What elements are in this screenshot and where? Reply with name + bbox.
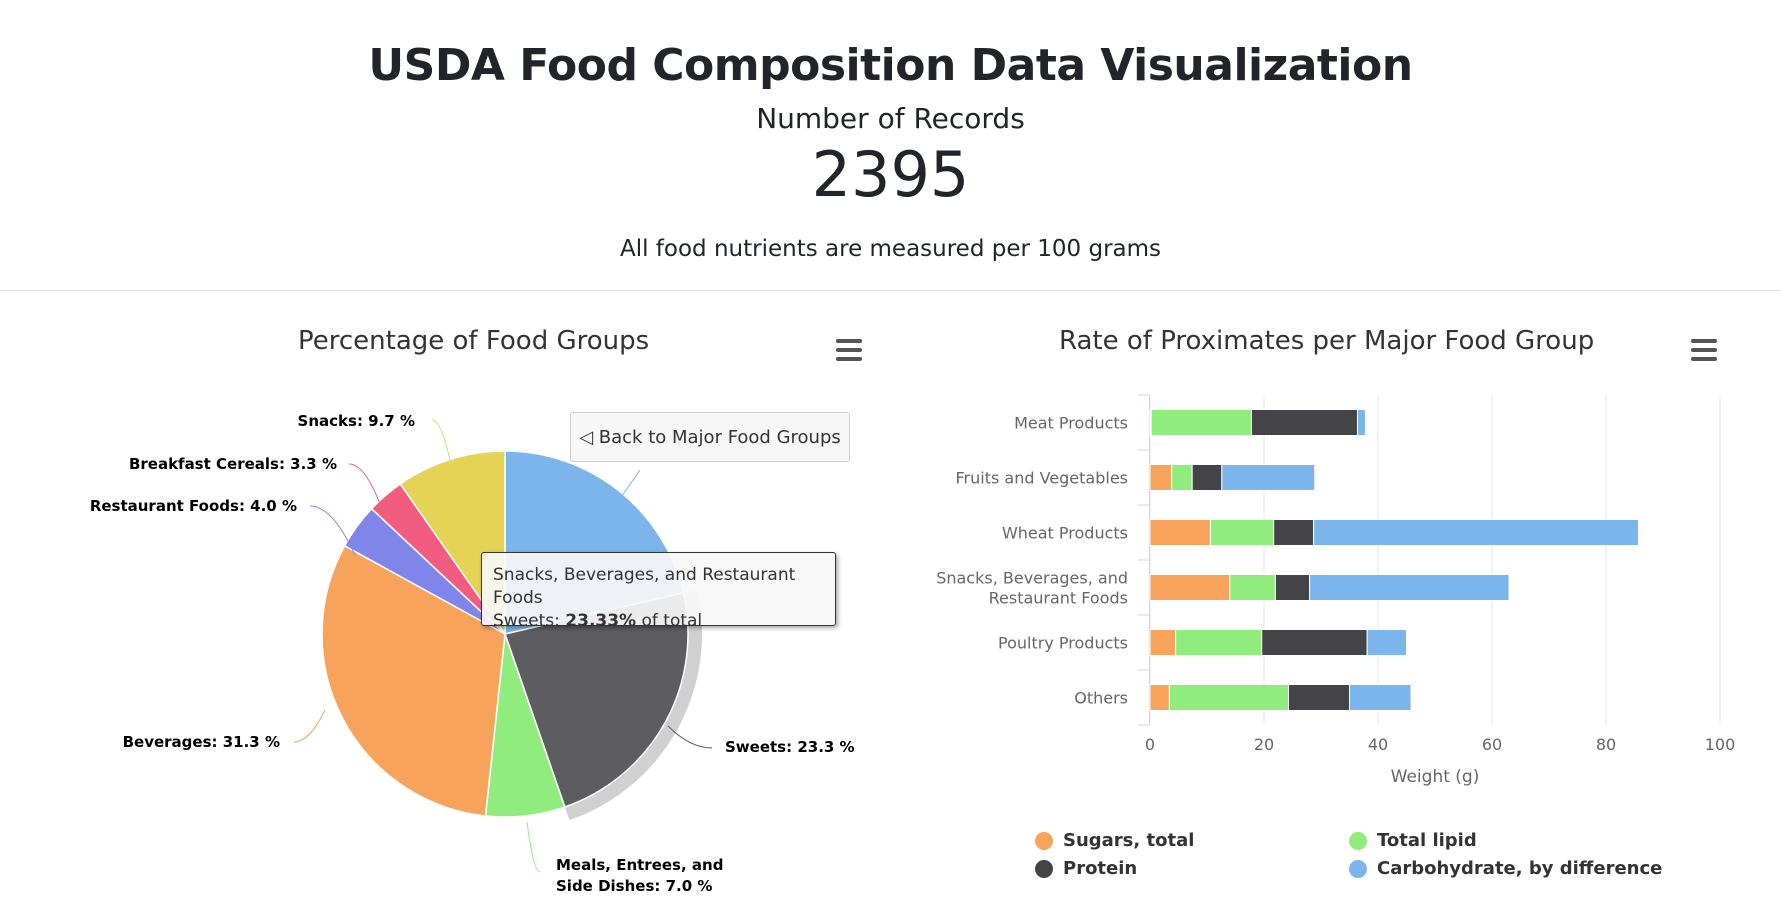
pie-connector-sweets [667,725,713,749]
legend-protein-marker [1035,860,1053,878]
pie-tooltip: Snacks, Beverages, and Restaurant Foods … [481,552,836,631]
bar-segment-meat-products-protein[interactable] [1250,409,1358,436]
pie-label-beverages: Beverages: 31.3 % [123,733,280,751]
bar-x-tick-label: 80 [1596,735,1616,754]
bar-category-label-snacks-beverages-and-restaurant-foods: Restaurant Foods [989,589,1128,608]
bar-segment-wheat-products-carbohydrate-by-difference[interactable] [1313,519,1639,546]
pie-label-breakfast-cereals: Breakfast Cereals: 3.3 % [129,455,337,473]
bar-segment-others-sugars-total[interactable] [1149,684,1170,711]
legend-carbohydrate-label: Carbohydrate, by difference [1377,858,1663,879]
bar-x-tick-label: 0 [1145,735,1155,754]
pie-chart-title: Percentage of Food Groups [298,326,650,356]
bar-segment-meat-products-total-lipid[interactable] [1150,409,1252,436]
page-title: USDA Food Composition Data Visualization [368,40,1413,91]
tooltip-group-label: Snacks, Beverages, and Restaurant Foods [493,565,796,608]
bar-segment-poultry-products-total-lipid[interactable] [1175,629,1263,656]
tooltip-suffix: of total [636,611,703,631]
pie-label-meals-entrees-and-side-dishes: Side Dishes: 7.0 % [556,877,712,895]
pie-connector-restaurant-foods [309,505,356,556]
tooltip-percent: 23.33% [565,611,637,631]
legend-carbohydrate-marker [1349,860,1367,878]
bar-x-tick-label: 100 [1705,735,1736,754]
pie-label-snacks: Snacks: 9.7 % [298,412,415,430]
bar-segment-others-total-lipid[interactable] [1168,684,1290,711]
bar-segment-wheat-products-sugars-total[interactable] [1149,519,1211,546]
pie-label-sweets: Sweets: 23.3 % [725,738,855,756]
tooltip-series-prefix: Sweets: [493,611,566,631]
bar-segment-snacks-beverages-and-restaurant-foods-sugars-total[interactable] [1149,574,1231,601]
records-label: Number of Records [756,102,1025,135]
bar-x-tick-label: 40 [1368,735,1388,754]
pie-label-restaurant-foods: Restaurant Foods: 4.0 % [90,497,297,515]
bar-chart: 0 20 40 60 80 100 Meat Products Fruits and Vege… [936,394,1736,787]
bar-segment-snacks-beverages-and-restaurant-foods-protein[interactable] [1274,574,1311,601]
legend-sugars-label: Sugars, total [1063,830,1195,851]
pie-connector-top [614,469,641,507]
legend-protein-label: Protein [1063,858,1138,879]
bar-segment-fruits-and-vegetables-carbohydrate-by-difference[interactable] [1221,464,1316,491]
legend-total-lipid-label: Total lipid [1377,830,1477,851]
legend-sugars-marker [1035,832,1053,850]
bar-menu-icon[interactable] [1691,339,1717,361]
bar-segment-snacks-beverages-and-restaurant-foods-total-lipid[interactable] [1229,574,1276,601]
records-count: 2395 [811,138,970,211]
bar-category-label-wheat-products: Wheat Products [1002,524,1128,543]
pie-connector-breakfast-cereals [348,463,387,522]
bar-segment-others-carbohydrate-by-difference[interactable] [1349,684,1412,711]
pie-label-meals-entrees-and-side-dishes: Meals, Entrees, and [556,856,723,874]
tooltip-value-line: Sweets: 23.33% of total [493,610,824,633]
bar-segment-fruits-and-vegetables-sugars-total[interactable] [1149,464,1173,491]
legend-total-lipid-marker [1349,832,1367,850]
measurement-note: All food nutrients are measured per 100 … [619,236,1162,262]
pie-menu-icon[interactable] [836,339,862,361]
bar-segment-snacks-beverages-and-restaurant-foods-carbohydrate-by-difference[interactable] [1309,574,1510,601]
bar-category-label-meat-products: Meat Products [1014,414,1128,433]
bar-category-label-others: Others [1074,689,1128,708]
bar-segment-poultry-products-protein[interactable] [1261,629,1368,656]
bar-segment-poultry-products-carbohydrate-by-difference[interactable] [1366,629,1408,656]
bar-segment-wheat-products-protein[interactable] [1273,519,1315,546]
bar-chart-title: Rate of Proximates per Major Food Group [1059,326,1595,356]
page-header: USDA Food Composition Data Visualization… [0,0,1781,291]
pie-slice-beverages[interactable] [321,544,506,817]
bar-segment-wheat-products-total-lipid[interactable] [1209,519,1275,546]
bar-segment-meat-products-carbohydrate-by-difference[interactable] [1356,409,1366,436]
bar-category-label-poultry-products: Poultry Products [998,634,1128,653]
bar-segment-others-protein[interactable] [1288,684,1351,711]
bar-x-tick-label: 20 [1254,735,1274,754]
bar-category-label-fruits-and-vegetables: Fruits and Vegetables [956,469,1129,488]
back-to-major-food-groups-button[interactable]: ◁ Back to Major Food Groups [570,412,850,462]
bar-x-axis-label: Weight (g) [1391,767,1480,787]
pie-connector-beverages [293,709,326,743]
bar-x-tick-label: 60 [1482,735,1502,754]
bar-segment-fruits-and-vegetables-protein[interactable] [1191,464,1223,491]
bar-segment-poultry-products-sugars-total[interactable] [1149,629,1177,656]
bar-category-label-snacks-beverages-and-restaurant-foods: Snacks, Beverages, and [936,569,1128,588]
bar-segment-fruits-and-vegetables-total-lipid[interactable] [1171,464,1193,491]
pie-connector-meals-entrees-and-side-dishes [526,821,541,873]
pie-connector-snacks [431,419,455,481]
